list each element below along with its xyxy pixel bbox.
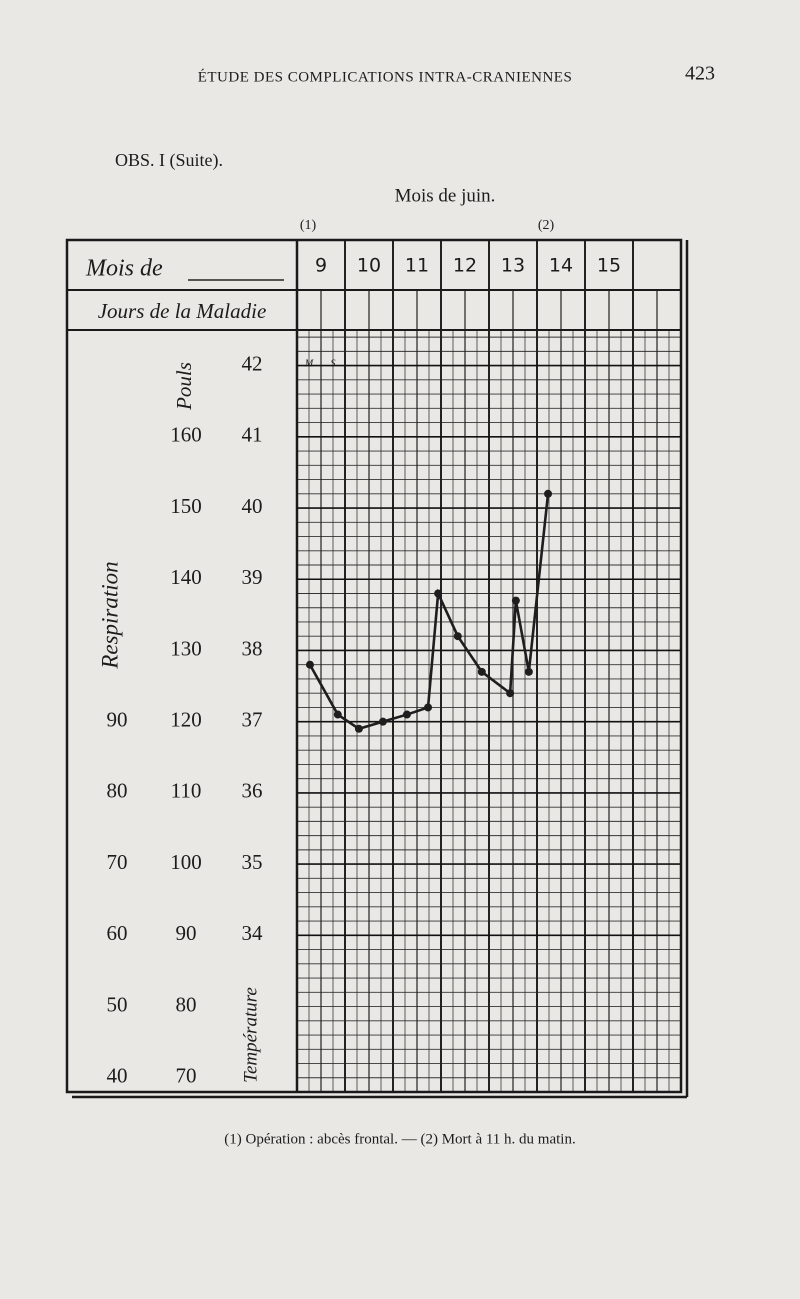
half-day-label: S [331,358,336,369]
temperature-point [506,689,515,698]
day-label: 12 [453,255,477,277]
temperature-point [477,667,486,676]
temperature-tick-label: 39 [242,565,263,589]
respiration-tick-label: 50 [107,992,128,1016]
temperature-point [434,589,443,598]
note-marker: (1) [300,218,317,233]
temperature-tick-label: 38 [242,636,263,660]
pulse-tick-label: 100 [170,850,202,874]
half-day-label: M [304,358,314,369]
row-label: Jours de la Maladie [98,299,267,323]
axis-title: Pouls [172,362,196,411]
axis-title: Température [240,987,261,1083]
day-label: 10 [357,255,381,277]
pulse-tick-label: 130 [170,636,202,660]
pulse-tick-label: 160 [170,423,202,447]
respiration-tick-label: 70 [107,850,128,874]
temperature-tick-label: 34 [242,921,264,945]
observation: OBS. I (Suite). [115,150,223,171]
temperature-point [378,717,387,726]
day-label: 9 [315,255,327,277]
pulse-tick-label: 90 [176,921,197,945]
temperature-tick-label: 37 [242,707,263,731]
footnote: (1) Opération : abcès frontal. — (2) Mor… [224,1131,575,1147]
respiration-tick-label: 60 [107,921,128,945]
temperature-point [544,489,553,498]
chart-title: Mois de juin. [395,185,496,206]
day-label: 15 [597,255,621,277]
page-number: 423 [685,63,715,85]
temperature-point [305,660,314,669]
temperature-point [453,632,462,641]
pulse-tick-label: 110 [171,779,202,803]
temperature-tick-label: 35 [242,850,263,874]
respiration-tick-label: 40 [107,1064,128,1088]
running-head: ÉTUDE DES COMPLICATIONS INTRA-CRANIENNES [198,68,573,85]
frame [65,238,683,1094]
pulse-tick-label: 120 [170,707,202,731]
temperature-point [402,710,411,719]
temperature-point [354,724,363,733]
respiration-tick-label: 90 [107,707,128,731]
row-label: Mois de [85,256,163,282]
day-label: 14 [549,255,573,277]
day-label: 13 [501,255,525,277]
pulse-tick-label: 80 [176,992,197,1016]
note-marker: (2) [538,218,555,233]
temperature-point [424,703,433,712]
temperature-tick-label: 36 [242,779,263,803]
temperature-point [511,596,520,605]
temperature-point [524,667,533,676]
day-label: 11 [405,255,429,277]
plot [305,489,553,733]
grid [65,238,689,1099]
temperature-tick-label: 41 [242,423,263,447]
pulse-tick-label: 140 [170,565,202,589]
temperature-tick-label: 40 [242,494,263,518]
temperature-tick-label: 42 [242,351,263,375]
respiration-tick-label: 80 [107,779,128,803]
pulse-tick-label: 150 [170,494,202,518]
axis-title: Respiration [97,561,122,669]
pulse-tick-label: 70 [176,1064,197,1088]
temperature-point [333,710,342,719]
